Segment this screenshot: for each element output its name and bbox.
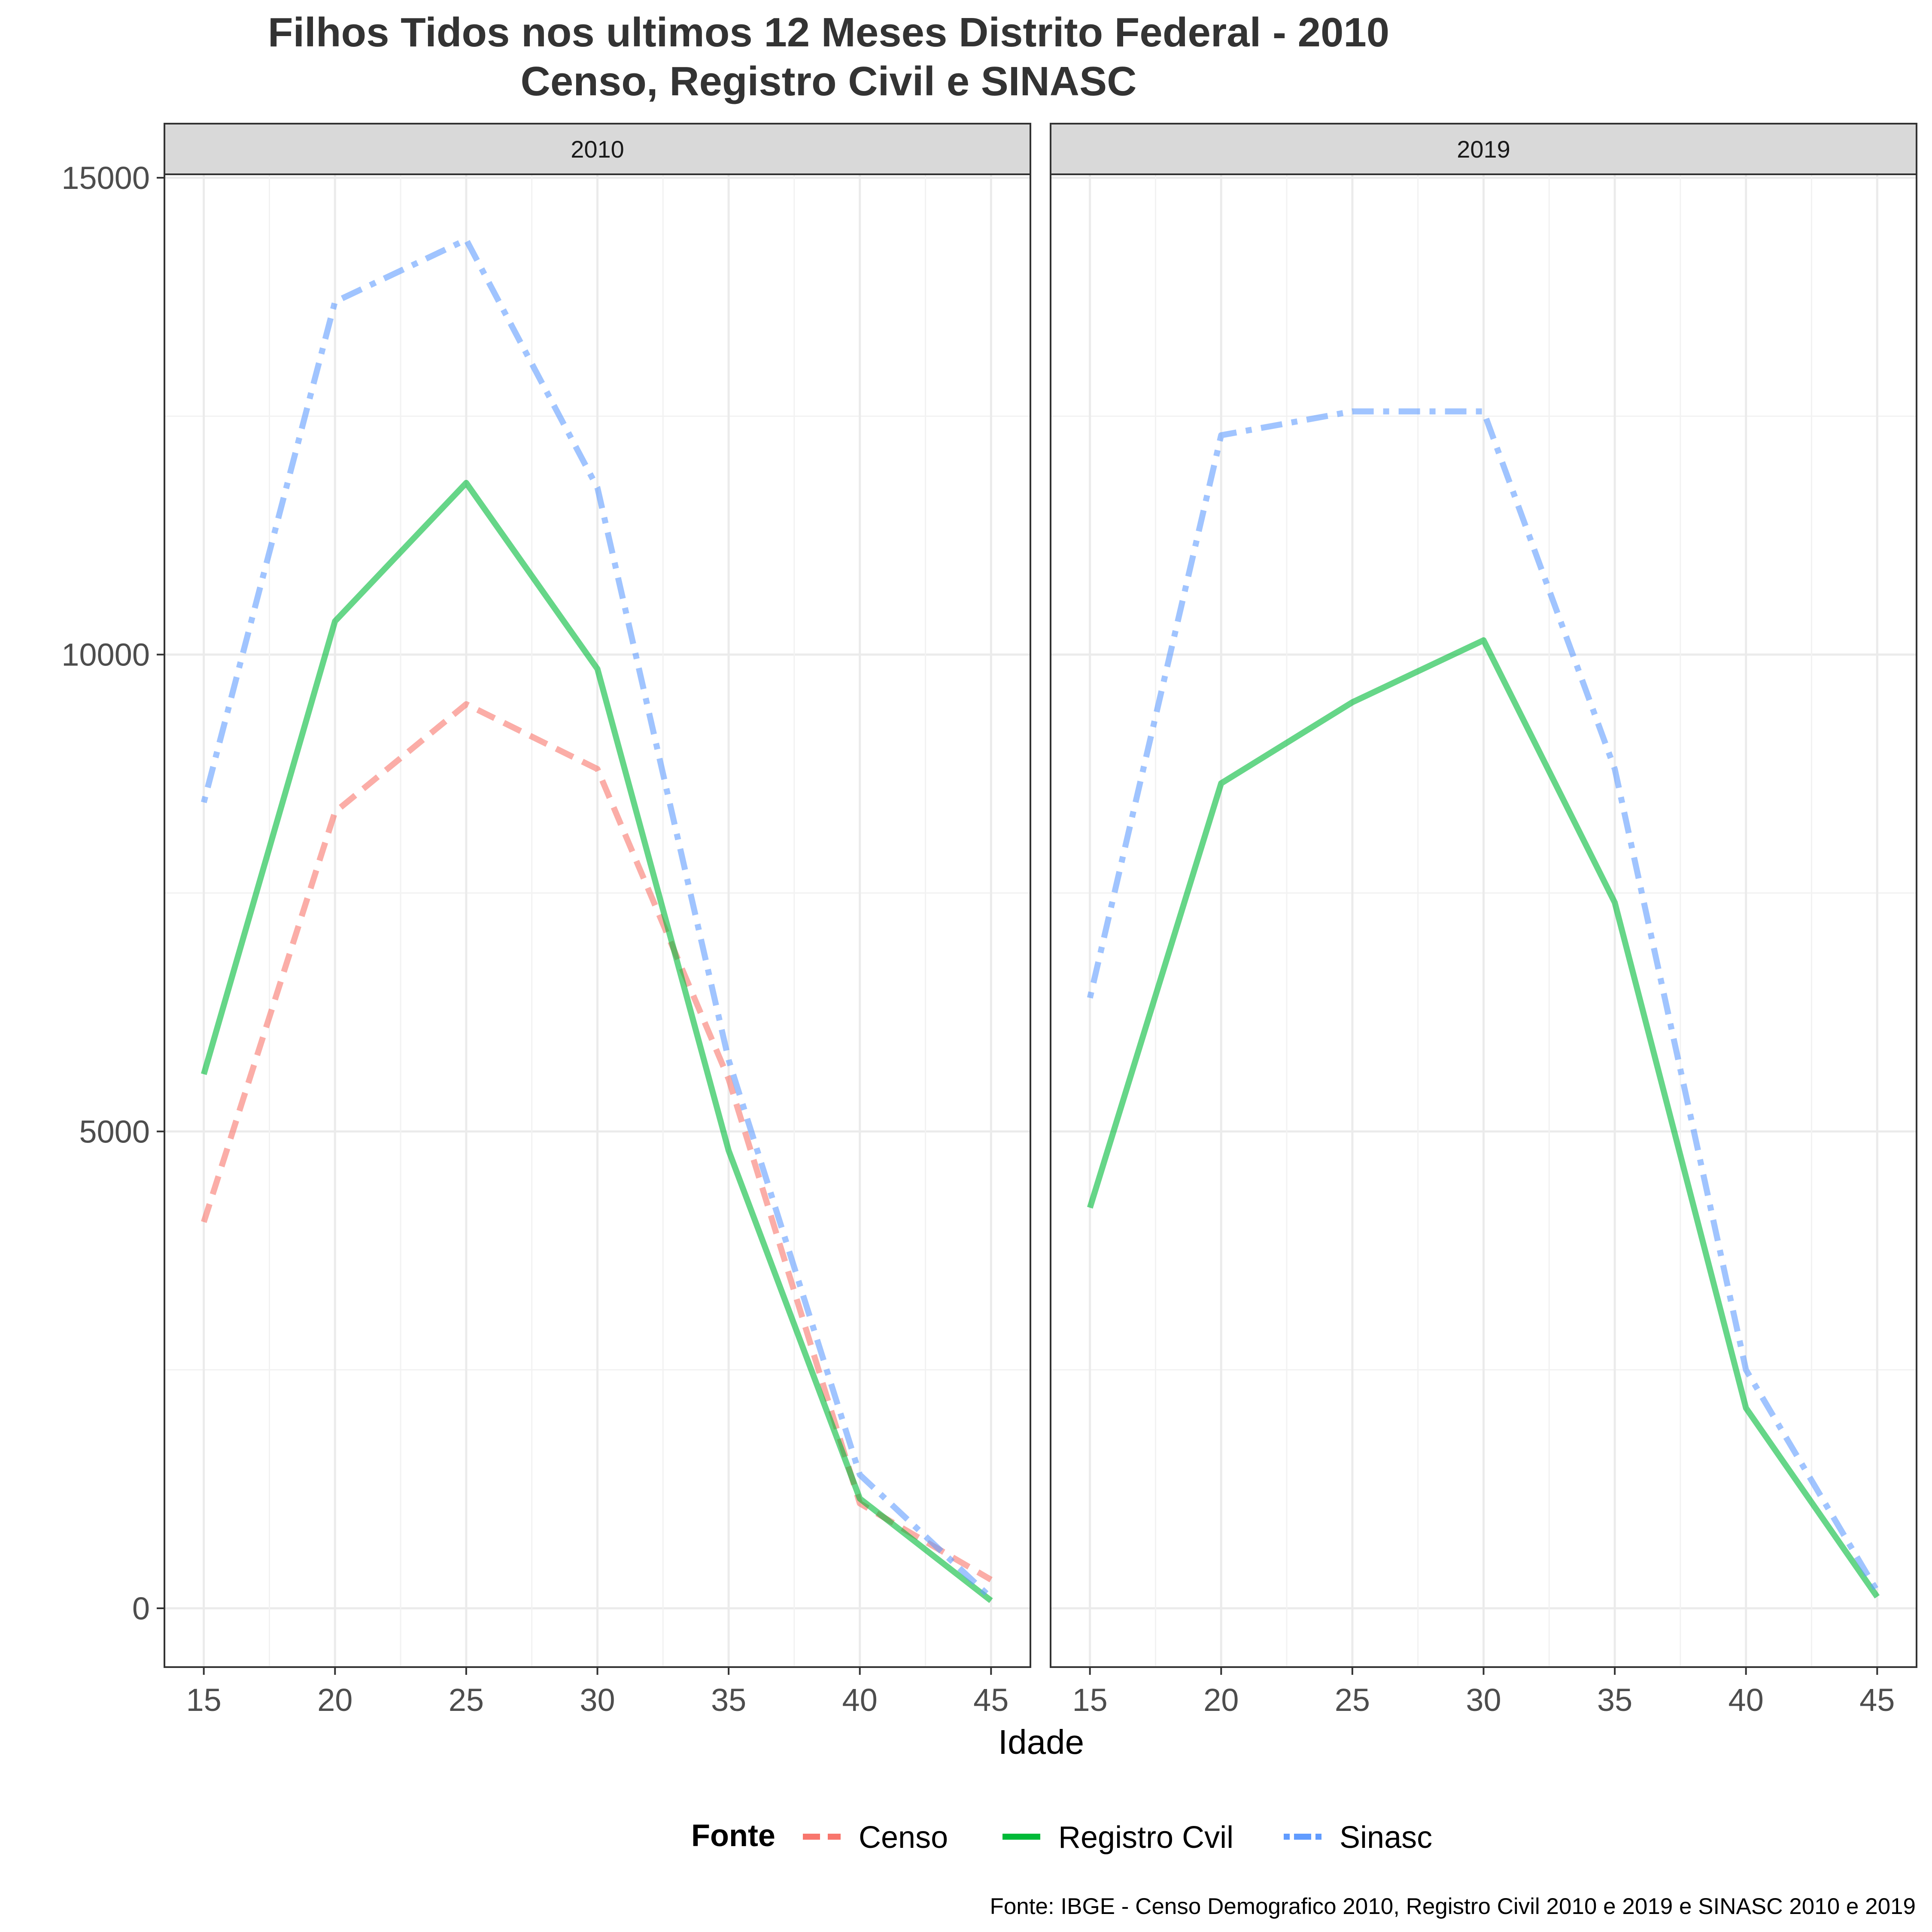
y-tick-label: 10000	[61, 637, 150, 673]
legend-title: Fonte	[691, 1819, 775, 1853]
legend-label-sinasc: Sinasc	[1340, 1820, 1432, 1855]
facet-strip	[1050, 123, 1917, 175]
x-tick-label: 35	[1597, 1682, 1632, 1718]
facet-strip	[164, 123, 1031, 175]
x-tick-label: 20	[317, 1682, 352, 1718]
y-tick-label: 5000	[79, 1114, 150, 1149]
facet-panel-2019: 2019 15 20 25 30 35 40 45	[1050, 123, 1917, 1718]
x-tick-label: 30	[1466, 1682, 1501, 1718]
x-tick-label: 40	[842, 1682, 878, 1718]
legend: Fonte Censo Registro Cvil Sinasc	[691, 1819, 1432, 1855]
x-tick-label: 45	[1859, 1682, 1895, 1718]
x-tick-label: 25	[449, 1682, 484, 1718]
y-tick-label: 0	[132, 1591, 150, 1626]
series-line-registro-cvil	[1087, 637, 1880, 1599]
chart-title: Filhos Tidos nos ultimos 12 Meses Distri…	[268, 9, 1389, 55]
series-line-sinasc	[200, 237, 993, 1600]
facet-panel-2010: 2010 15 20 25 30 35 40 45	[164, 123, 1031, 1718]
facet-strip-label: 2010	[571, 136, 624, 163]
x-tick-label: 15	[186, 1682, 222, 1718]
x-tick-label: 20	[1203, 1682, 1239, 1718]
x-tick-label: 15	[1072, 1682, 1108, 1718]
chart-caption: Fonte: IBGE - Censo Demografico 2010, Re…	[990, 1894, 1916, 1919]
x-tick-label: 30	[580, 1682, 615, 1718]
legend-label-registro-cvil: Registro Cvil	[1058, 1820, 1233, 1855]
legend-label-censo: Censo	[859, 1820, 948, 1855]
x-tick-label: 25	[1335, 1682, 1370, 1718]
y-tick-label: 15000	[61, 160, 150, 196]
x-axis-label: Idade	[998, 1723, 1084, 1761]
x-tick-label: 40	[1728, 1682, 1764, 1718]
x-tick-label: 45	[973, 1682, 1009, 1718]
chart-subtitle: Censo, Registro Civil e SINASC	[521, 58, 1137, 104]
facet-strip-label: 2019	[1457, 136, 1510, 163]
series-line-sinasc	[1087, 408, 1880, 1593]
series-line-censo	[201, 701, 993, 1583]
x-tick-label: 35	[711, 1682, 746, 1718]
series-line-registro-cvil	[200, 480, 993, 1603]
